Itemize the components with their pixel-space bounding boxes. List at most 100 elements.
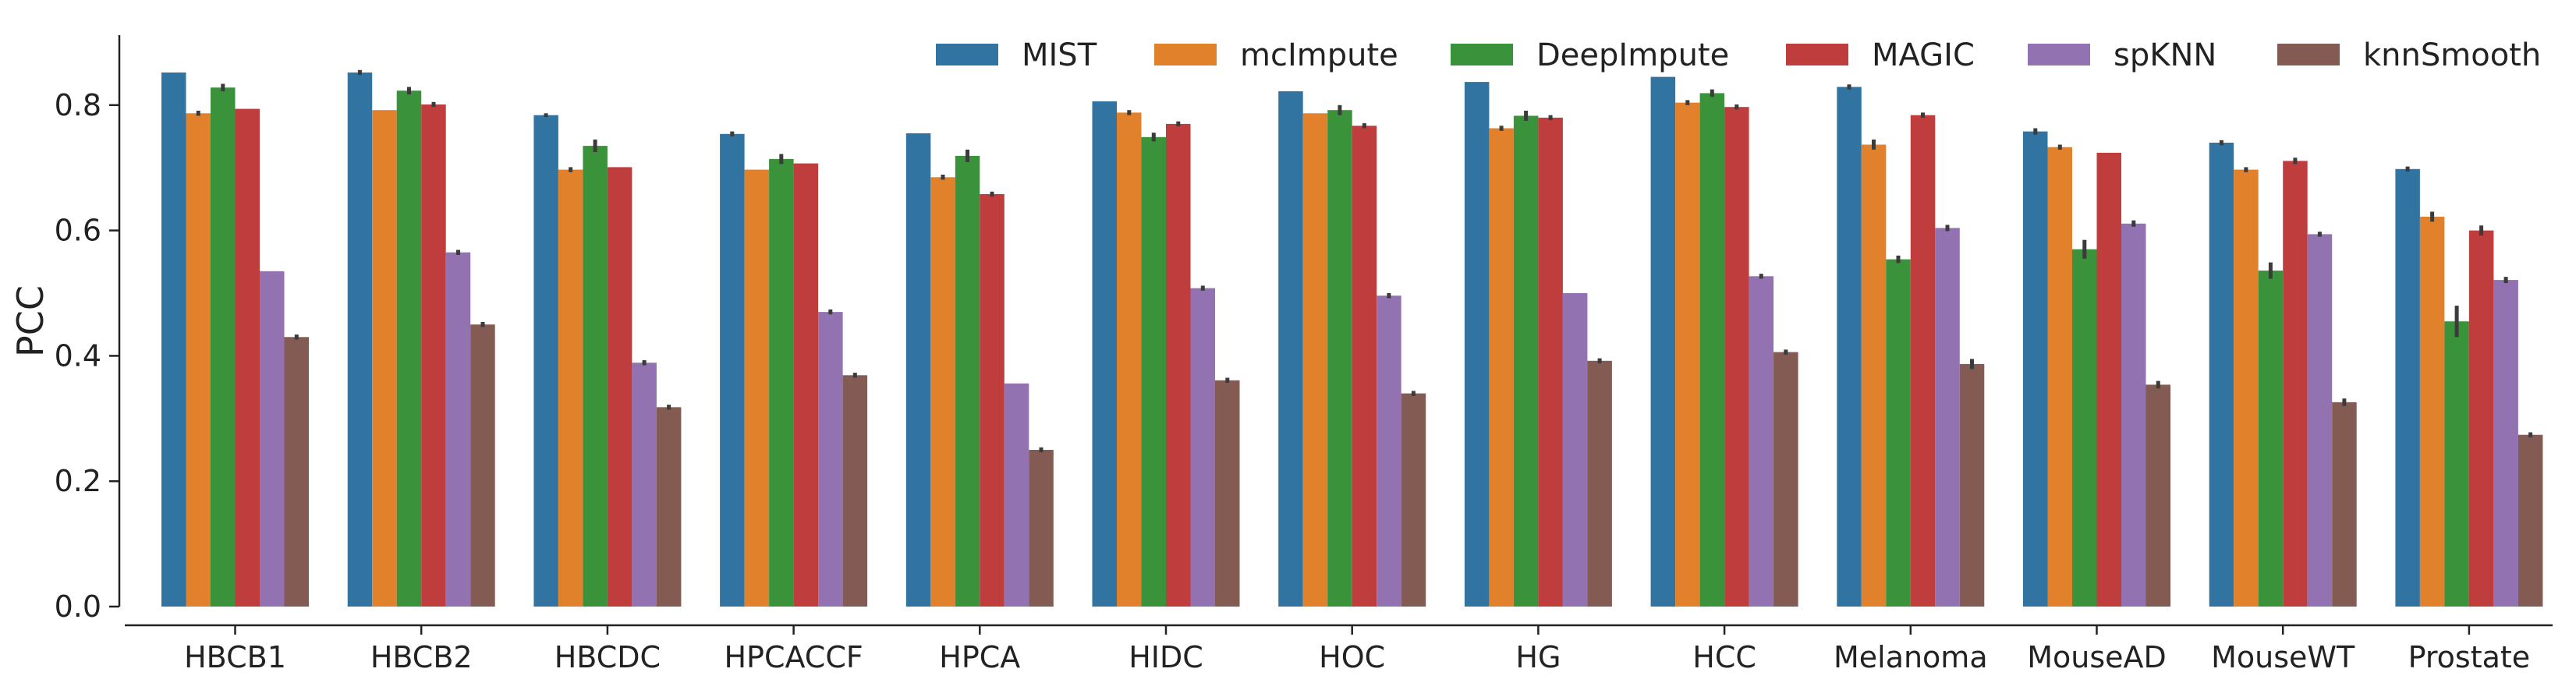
- y-tick-label: 0.2: [55, 464, 101, 498]
- legend: MIST mcImpute DeepImpute MAGIC spKNN knnSmoot…: [936, 37, 2541, 73]
- x-tick-label: HIDC: [1129, 640, 1203, 674]
- bar-spknn-mousewt: [2307, 234, 2333, 607]
- bar-knnsmooth-hpcaccf: [842, 375, 868, 607]
- legend-swatch-knnsmooth: [2277, 44, 2340, 65]
- x-tick-label: MouseAD: [2027, 640, 2167, 674]
- legend-swatch-spknn: [2028, 44, 2090, 65]
- bar-knnsmooth-hcc: [1773, 352, 1798, 607]
- bar-deepimpute-hbcdc: [583, 146, 608, 607]
- bar-deepimpute-melanoma: [1886, 259, 1911, 607]
- bar-magic-mousewt: [2283, 161, 2308, 607]
- bar-mist-hpcaccf: [720, 133, 745, 607]
- bar-magic-hg: [1538, 117, 1563, 607]
- bar-mist-hbcdc: [533, 115, 558, 607]
- bar-deepimpute-hg: [1513, 115, 1539, 607]
- y-ticks: 0.0 0.2 0.4 0.6 0.8: [55, 88, 119, 624]
- bar-knnsmooth-mousead: [2145, 384, 2170, 607]
- bar-mcimpute-mousewt: [2234, 169, 2259, 607]
- bars-layer: [161, 73, 2543, 607]
- legend-swatch-mist: [936, 44, 998, 65]
- bar-magic-hbcb1: [235, 108, 260, 607]
- x-tick-label: HG: [1515, 640, 1561, 674]
- bar-mist-hcc: [1650, 76, 1676, 607]
- bar-deepimpute-hoc: [1327, 110, 1352, 607]
- bar-magic-melanoma: [1910, 115, 1936, 607]
- bar-magic-hbcdc: [607, 167, 632, 607]
- bar-spknn-hidc: [1190, 288, 1215, 607]
- bar-mist-hoc: [1278, 91, 1303, 607]
- x-tick-label: HBCB1: [184, 640, 286, 674]
- legend-swatch-mcimpute: [1154, 44, 1217, 65]
- bar-magic-hpcaccf: [793, 163, 819, 607]
- bar-mist-mousead: [2023, 131, 2048, 607]
- bar-spknn-mousead: [2121, 223, 2146, 607]
- bar-knnsmooth-hidc: [1215, 380, 1240, 607]
- bar-mcimpute-hidc: [1117, 112, 1142, 607]
- bar-mcimpute-hpca: [930, 177, 955, 607]
- bar-mcimpute-hg: [1489, 128, 1514, 607]
- bar-mcimpute-melanoma: [1861, 144, 1887, 607]
- x-tick-label: HBCDC: [555, 640, 661, 674]
- error-bars-layer: [196, 69, 2533, 453]
- bar-mcimpute-prostate: [2419, 216, 2445, 607]
- bar-mist-prostate: [2395, 168, 2420, 607]
- bar-knnsmooth-hg: [1587, 360, 1612, 607]
- legend-label-spknn: spKNN: [2114, 37, 2216, 73]
- y-tick-label: 0.4: [55, 338, 101, 373]
- bar-magic-mousead: [2096, 152, 2121, 607]
- bar-deepimpute-hbcb1: [211, 87, 236, 607]
- bar-magic-hoc: [1352, 126, 1377, 607]
- x-ticks: HBCB1 HBCB2 HBCDC HPCACCF HPCA HIDC HOC HG HCC Me…: [184, 625, 2530, 674]
- bar-spknn-hbcb2: [445, 252, 471, 607]
- bar-deepimpute-mousewt: [2258, 271, 2284, 607]
- y-axis-title: PCC: [9, 285, 51, 357]
- x-tick-label: HPCACCF: [724, 640, 863, 674]
- bar-mcimpute-hbcb1: [186, 113, 211, 607]
- bar-mcimpute-hoc: [1302, 113, 1328, 607]
- legend-label-knnsmooth: knnSmooth: [2363, 37, 2541, 73]
- bar-knnsmooth-hpca: [1029, 450, 1054, 607]
- x-tick-label: HBCB2: [370, 640, 473, 674]
- bar-knnsmooth-hoc: [1401, 393, 1426, 607]
- bar-magic-hbcb2: [421, 104, 446, 607]
- bar-deepimpute-hbcb2: [396, 90, 422, 607]
- bar-mist-hidc: [1092, 101, 1117, 607]
- bar-magic-hidc: [1166, 123, 1191, 607]
- legend-label-mcimpute: mcImpute: [1240, 37, 1398, 73]
- bar-spknn-hg: [1562, 293, 1588, 607]
- bar-deepimpute-hidc: [1141, 136, 1166, 607]
- bar-deepimpute-hpcaccf: [769, 158, 794, 607]
- bar-knnsmooth-hbcdc: [656, 407, 682, 607]
- bar-deepimpute-hcc: [1699, 93, 1725, 607]
- x-tick-label: HCC: [1692, 640, 1756, 674]
- bar-knnsmooth-hbcb1: [284, 337, 309, 607]
- bar-deepimpute-mousead: [2072, 249, 2097, 607]
- bar-deepimpute-hpca: [955, 155, 980, 607]
- x-tick-label: Melanoma: [1834, 640, 1988, 674]
- bar-mcimpute-hbcb2: [372, 110, 397, 607]
- x-tick-label: HOC: [1319, 640, 1385, 674]
- bar-knnsmooth-hbcb2: [470, 324, 495, 607]
- bar-deepimpute-prostate: [2444, 321, 2469, 607]
- bar-mist-mousewt: [2209, 143, 2234, 607]
- legend-swatch-deepimpute: [1451, 44, 1513, 65]
- bar-spknn-hbcdc: [632, 363, 657, 607]
- bar-mcimpute-hcc: [1675, 102, 1700, 607]
- y-tick-label: 0.8: [55, 88, 101, 122]
- bar-magic-prostate: [2468, 230, 2494, 607]
- bar-knnsmooth-mousewt: [2332, 402, 2357, 607]
- bar-knnsmooth-melanoma: [1959, 363, 1985, 607]
- legend-label-mist: MIST: [1022, 37, 1097, 73]
- legend-swatch-magic: [1786, 44, 1848, 65]
- legend-label-deepimpute: DeepImpute: [1536, 37, 1729, 73]
- bar-magic-hpca: [980, 194, 1005, 607]
- bar-mist-hpca: [905, 133, 931, 607]
- bar-spknn-melanoma: [1935, 228, 1960, 607]
- x-tick-label: Prostate: [2408, 640, 2531, 674]
- bar-mcimpute-mousead: [2047, 147, 2072, 607]
- bar-spknn-prostate: [2493, 280, 2518, 607]
- bar-spknn-hpcaccf: [818, 312, 843, 607]
- bar-spknn-hpca: [1004, 383, 1029, 607]
